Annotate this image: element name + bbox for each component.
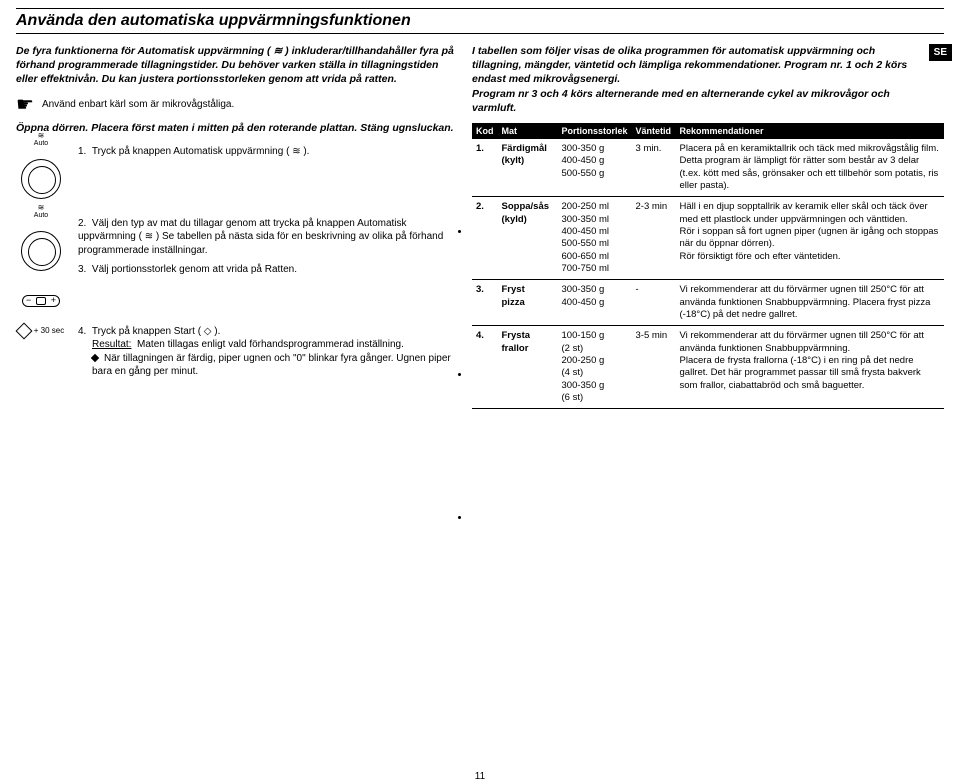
use-note-line: ☛ Använd enbart kärl som är mikrovågstål…	[16, 95, 456, 115]
program-table: Kod Mat Portionsstorlek Väntetid Rekomme…	[472, 123, 944, 410]
gutter-dots	[458, 230, 461, 519]
table-row: 2. Soppa/sås (kyld) 200-250 ml 300-350 m…	[472, 197, 944, 280]
steps-list: ≋ Auto 1. Tryck på knappen Automatisk up…	[16, 145, 456, 379]
step-2-icon: ≋ Auto	[16, 217, 66, 277]
step-3-knob	[16, 295, 456, 307]
table-header-row: Kod Mat Portionsstorlek Väntetid Rekomme…	[472, 123, 944, 139]
step-2-body: Välj den typ av mat du tillagar genom at…	[78, 218, 443, 256]
preopen-text: Öppna dörren. Placera först maten i mitt…	[16, 121, 456, 135]
step-4-text: 4. Tryck på knappen Start ( ◇ ). Resulta…	[78, 325, 456, 379]
step-3-body: Välj portionsstorlek genom att vrida på …	[92, 264, 297, 275]
use-note-text: Använd enbart kärl som är mikrovågstålig…	[42, 99, 234, 110]
dial-label: Auto	[34, 140, 48, 147]
language-badge: SE	[929, 44, 952, 61]
th-kod: Kod	[472, 123, 498, 139]
step-1: ≋ Auto 1. Tryck på knappen Automatisk up…	[16, 145, 456, 199]
step-1-body: Tryck på knappen Automatisk uppvärmning …	[92, 146, 310, 157]
result-2: När tillagningen är färdig, piper ugnen …	[92, 353, 451, 378]
table-row: 1. Färdigmål (kylt) 300-350 g 400-450 g …	[472, 139, 944, 197]
table-row: 3. Fryst pizza 300-350 g 400-450 g - Vi …	[472, 280, 944, 326]
right-intro-text: I tabellen som följer visas de olika pro…	[472, 44, 944, 115]
th-mat: Mat	[498, 123, 558, 139]
step-4: + 30 sec 4. Tryck på knappen Start ( ◇ )…	[16, 325, 456, 379]
diamond-bullet-icon	[91, 354, 99, 362]
result-label: Resultat:	[92, 339, 131, 350]
start-btn-label: + 30 sec	[34, 326, 64, 335]
page-title: Använda den automatiska uppvärmningsfunk…	[16, 12, 944, 30]
page-title-bar: Använda den automatiska uppvärmningsfunk…	[16, 8, 944, 34]
pointer-icon: ☛	[16, 95, 34, 115]
th-wait: Väntetid	[632, 123, 676, 139]
step-2: ≋ Auto 2. Välj den typ av mat du tillaga…	[16, 217, 456, 277]
step-1-icon: ≋ Auto	[16, 145, 66, 199]
start-button-icon: + 30 sec	[16, 325, 66, 379]
th-port: Portionsstorlek	[558, 123, 632, 139]
left-column: De fyra funktionerna för Automatisk uppv…	[16, 44, 456, 409]
content-columns: De fyra funktionerna för Automatisk uppv…	[16, 44, 944, 409]
step-2-text: 2. Välj den typ av mat du tillagar genom…	[78, 217, 456, 277]
step-4-body: Tryck på knappen Start ( ◇ ).	[92, 326, 220, 337]
table-row: 4. Frysta frallor 100-150 g (2 st) 200-2…	[472, 326, 944, 409]
intro-text: De fyra funktionerna för Automatisk uppv…	[16, 44, 456, 87]
step-1-text: 1. Tryck på knappen Automatisk uppvärmni…	[78, 145, 456, 199]
right-column: SE I tabellen som följer visas de olika …	[472, 44, 944, 409]
knob-icon	[16, 295, 66, 307]
page-number: 11	[475, 771, 485, 782]
result-1: Maten tillagas enligt vald förhandsprogr…	[137, 339, 404, 350]
th-rec: Rekommendationer	[676, 123, 944, 139]
